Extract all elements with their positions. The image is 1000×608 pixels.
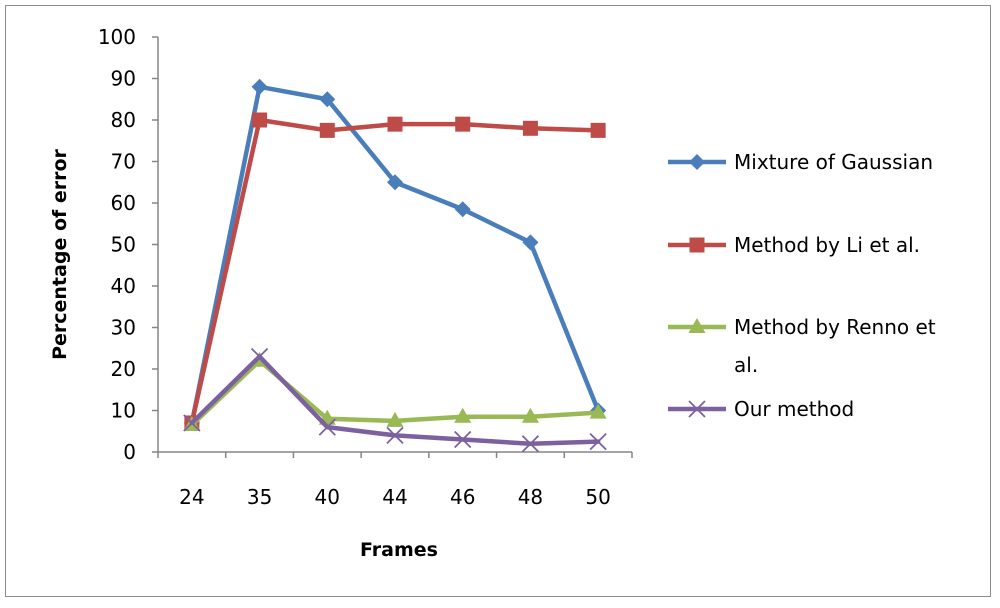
y-tick-label: 0: [123, 440, 136, 464]
data-point: [454, 430, 472, 449]
data-point: [251, 78, 268, 95]
legend-marker: [688, 400, 706, 418]
data-point: [589, 403, 607, 419]
data-point: [386, 426, 404, 445]
data-point: [522, 120, 538, 136]
data-point: [318, 418, 336, 436]
legend-label: Method by Li et al.: [734, 233, 920, 257]
data-point: [252, 112, 268, 128]
y-axis-title: Percentage of error: [49, 148, 71, 359]
y-tick-label: 20: [111, 357, 136, 381]
data-point: [521, 407, 539, 423]
data-point: [589, 432, 607, 451]
legend-entry: Method by Renno et al.: [668, 315, 936, 377]
y-tick-label: 90: [111, 67, 136, 91]
y-tick-label: 40: [111, 274, 136, 298]
legend-marker: [689, 237, 705, 253]
x-tick-label: 35: [247, 485, 272, 509]
data-point: [319, 122, 335, 138]
x-tick-label: 46: [450, 485, 475, 509]
x-tick-label: 24: [179, 485, 204, 509]
y-ticks: 0 10 20 30 40 50 60 70 80 90 100: [98, 25, 158, 464]
legend-label: Our method: [734, 397, 854, 421]
y-tick-label: 60: [111, 191, 136, 215]
series-layer: [183, 78, 607, 453]
x-axis-title: Frames: [360, 539, 438, 561]
legend-marker: [689, 154, 705, 170]
data-point: [454, 407, 472, 423]
data-point: [250, 347, 269, 366]
data-point: [319, 91, 336, 108]
legend-label: Mixture of Gaussian: [734, 150, 933, 174]
x-tick-label: 40: [315, 485, 340, 509]
series-line: [189, 84, 601, 426]
y-tick-label: 10: [111, 399, 136, 423]
legend-label: Method by Renno et al.: [734, 315, 936, 377]
data-point: [522, 234, 539, 251]
legend-entry: Method by Li et al.: [668, 233, 920, 257]
y-tick-label: 100: [98, 25, 136, 49]
data-point: [387, 174, 403, 191]
x-tick-label: 48: [518, 485, 543, 509]
series-3: [183, 351, 607, 432]
legend-marker: [688, 318, 706, 333]
x-tick-label: 50: [585, 485, 610, 509]
series-1: [183, 78, 607, 431]
data-point: [387, 116, 403, 132]
data-point: [455, 116, 471, 132]
chart-frame: [5, 5, 991, 597]
y-tick-label: 80: [111, 108, 136, 132]
x-ticks: 24 35 40 44 46 48 50: [157, 452, 633, 509]
series-4: [183, 347, 607, 453]
y-tick-label: 30: [111, 316, 136, 340]
data-point: [454, 201, 471, 218]
y-tick-label: 50: [111, 233, 136, 257]
series-line: [189, 117, 601, 426]
data-point: [590, 122, 606, 138]
data-point: [386, 411, 404, 427]
data-point: [183, 414, 201, 432]
legend-entry: Our method: [668, 397, 854, 421]
legend-entry: Mixture of Gaussian: [668, 150, 933, 174]
data-point: [521, 435, 540, 453]
y-tick-label: 70: [111, 150, 136, 174]
x-tick-label: 44: [382, 485, 407, 509]
legend: Mixture of Gaussian Method by Li et al. Me…: [668, 150, 936, 421]
